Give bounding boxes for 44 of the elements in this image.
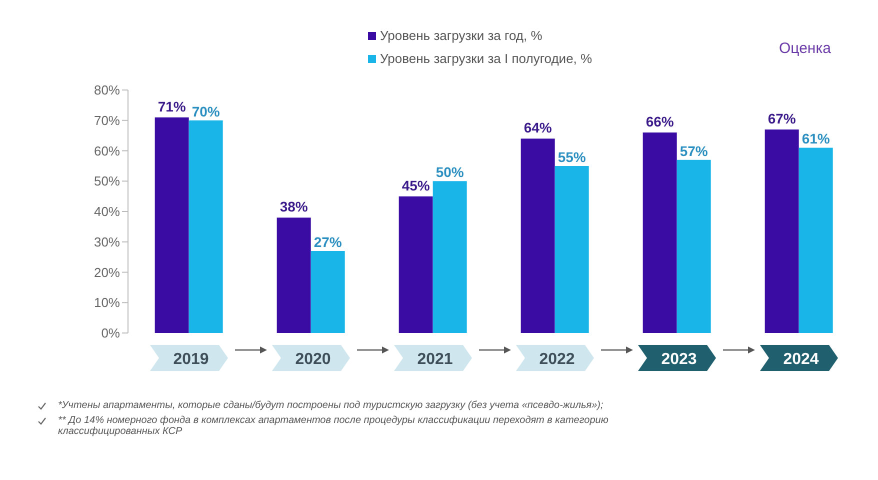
x-tick-label: 2021 — [417, 351, 453, 368]
data-label: 55% — [558, 148, 586, 165]
data-label: 67% — [768, 110, 796, 126]
bar — [764, 129, 799, 333]
y-tick-label: 50% — [94, 174, 120, 189]
bar — [276, 218, 311, 333]
x-tick-label: 2024 — [783, 351, 819, 368]
text: Оценка — [779, 40, 831, 57]
data-label: 61% — [802, 130, 830, 147]
bar — [676, 160, 711, 333]
y-tick-label: 80% — [94, 82, 120, 98]
data-label: 57% — [680, 142, 708, 159]
bar — [154, 117, 189, 333]
y-tick-label: 20% — [94, 264, 120, 280]
text: *Учтены апартаменты, которые сданы/будут построены под туристскую загрузку (без учета «псевдо-жилья»); — [58, 400, 604, 411]
bar — [398, 196, 433, 333]
bar — [554, 166, 589, 333]
bar — [432, 181, 467, 333]
x-tick-label: 2022 — [539, 351, 575, 368]
bar — [798, 148, 833, 333]
y-tick-label: 30% — [94, 234, 120, 250]
data-label: 27% — [314, 234, 342, 250]
y-tick-label: 70% — [94, 112, 120, 128]
y-tick-label: 60% — [94, 143, 120, 158]
data-label: 45% — [402, 177, 430, 194]
x-tick-label: 2019 — [173, 351, 209, 368]
legend-label: Уровень загрузки за год, % — [380, 28, 542, 43]
x-tick-label: 2023 — [661, 351, 697, 368]
x-tick-label: 2020 — [295, 351, 331, 368]
y-tick-label: 10% — [94, 295, 120, 310]
data-label: 70% — [192, 103, 220, 120]
bar — [310, 250, 345, 333]
bar — [520, 138, 555, 333]
data-label: 71% — [158, 98, 186, 114]
bar — [188, 120, 223, 333]
data-label: 64% — [524, 120, 552, 136]
bar — [642, 132, 677, 333]
data-label: 50% — [436, 164, 464, 180]
legend-label: Уровень загрузки за I полугодие, % — [380, 51, 592, 66]
y-tick-label: 0% — [101, 326, 120, 341]
y-tick-label: 40% — [94, 204, 120, 220]
text: ** До 14% номерного фонда в комплексах апартаментов после процедуры классификации переходят в категорию классифицированных КСР — [58, 415, 610, 437]
data-label: 38% — [280, 198, 308, 215]
data-label: 66% — [646, 114, 674, 130]
